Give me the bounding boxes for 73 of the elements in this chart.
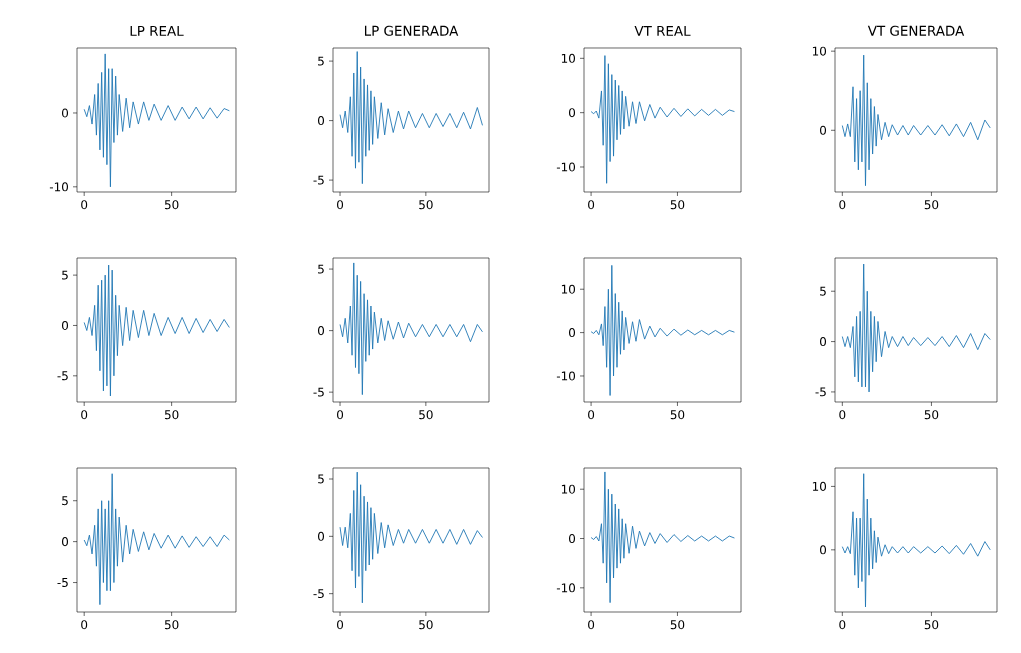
x-tick-label: 0 <box>839 200 846 210</box>
x-tick-label: 50 <box>164 200 179 210</box>
y-tick-label: -5 <box>313 589 324 599</box>
line-series <box>339 471 483 604</box>
line-series <box>590 264 735 396</box>
y-tick-label: 0 <box>569 108 576 118</box>
line-series <box>590 55 735 184</box>
y-tick-label: -5 <box>313 175 324 185</box>
x-tick-label: 50 <box>164 410 179 420</box>
y-tick-label: -5 <box>57 371 68 381</box>
x-tick-label: 0 <box>81 410 88 420</box>
x-tick-label: 50 <box>924 410 939 420</box>
y-tick-label: 10 <box>812 46 827 56</box>
x-tick-label: 0 <box>588 620 595 630</box>
line-series <box>83 53 230 188</box>
line-series <box>841 263 991 393</box>
y-tick-label: 5 <box>318 264 324 274</box>
x-tick-label: 50 <box>924 620 939 630</box>
x-tick-label: 50 <box>419 410 433 420</box>
x-tick-label: 50 <box>670 200 685 210</box>
y-tick-label: 0 <box>318 116 325 126</box>
line-series <box>339 262 483 396</box>
x-tick-label: 0 <box>839 620 846 630</box>
y-tick-label: 0 <box>569 328 576 338</box>
x-tick-label: 0 <box>81 200 88 210</box>
y-tick-label: 0 <box>569 534 576 544</box>
y-tick-label: 0 <box>318 326 325 336</box>
x-tick-label: 0 <box>337 410 344 420</box>
line-series <box>83 264 230 397</box>
x-tick-label: 0 <box>839 410 846 420</box>
x-tick-label: 0 <box>588 200 595 210</box>
y-tick-label: 10 <box>812 481 827 491</box>
y-tick-label: 10 <box>561 284 576 294</box>
y-tick-label: -10 <box>556 371 576 381</box>
y-tick-label: 0 <box>820 545 827 555</box>
x-tick-label: 50 <box>419 200 433 210</box>
x-tick-label: 0 <box>81 620 88 630</box>
x-tick-label: 50 <box>670 410 685 420</box>
x-tick-label: 0 <box>588 410 595 420</box>
line-series <box>841 473 991 608</box>
x-tick-label: 50 <box>924 200 939 210</box>
y-tick-label: -5 <box>57 578 68 587</box>
y-tick-label: -10 <box>49 182 69 192</box>
y-tick-label: 5 <box>318 474 324 484</box>
y-tick-label: 0 <box>61 537 69 547</box>
y-tick-label: 0 <box>820 337 827 347</box>
y-tick-label: 5 <box>318 56 324 66</box>
y-tick-label: -5 <box>815 387 826 397</box>
y-tick-label: 5 <box>62 496 68 506</box>
y-tick-label: 0 <box>820 125 827 135</box>
line-series <box>83 473 230 606</box>
x-tick-label: 0 <box>337 200 344 210</box>
chart-title: VT REAL <box>634 26 691 36</box>
y-tick-label: 10 <box>561 484 576 494</box>
chart-title: LP REAL <box>130 26 184 36</box>
y-tick-label: 5 <box>62 270 68 280</box>
y-tick-label: 0 <box>318 531 325 541</box>
y-tick-label: 10 <box>561 53 576 63</box>
y-tick-label: -10 <box>556 583 576 593</box>
x-tick-label: 50 <box>670 620 685 630</box>
x-tick-label: 0 <box>337 620 344 630</box>
y-tick-label: 5 <box>820 286 826 296</box>
y-tick-label: 0 <box>61 108 69 118</box>
y-tick-label: -5 <box>313 387 324 397</box>
x-tick-label: 50 <box>419 620 433 630</box>
line-series <box>339 51 483 185</box>
line-series <box>841 54 991 187</box>
x-tick-label: 50 <box>164 620 179 630</box>
y-tick-label: -10 <box>556 162 576 172</box>
y-tick-label: 0 <box>61 320 69 330</box>
line-series <box>590 471 735 604</box>
chart-title: LP GENERADA <box>364 25 459 36</box>
chart-title: VT GENERADA <box>867 25 965 36</box>
